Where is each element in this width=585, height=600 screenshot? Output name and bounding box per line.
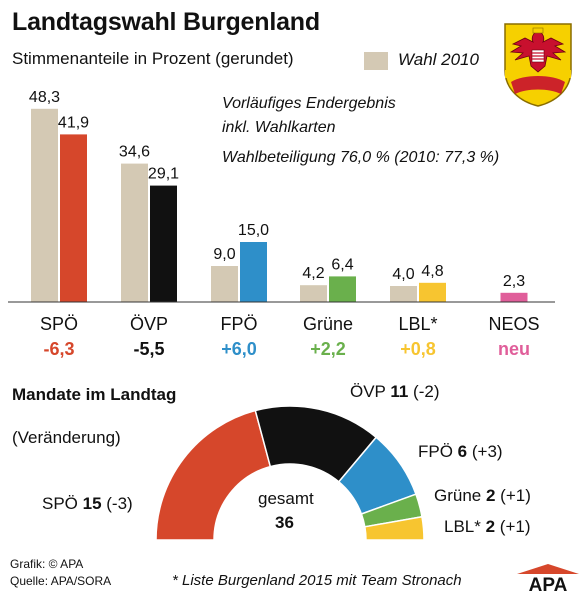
bar-2015-övp — [150, 185, 177, 302]
category-label: FPÖ — [220, 314, 257, 334]
seat-count: 2 — [485, 517, 496, 536]
seat-party-name: ÖVP — [350, 382, 391, 401]
bar-value-label: 2,3 — [503, 273, 525, 290]
bar-2015-neos — [500, 292, 528, 302]
category-label: ÖVP — [130, 314, 168, 334]
note-postal-votes: inkl. Wahlkarten — [222, 119, 336, 136]
seat-change: (-3) — [101, 494, 133, 513]
bar-2015-lbl — [419, 282, 446, 302]
change-label: -6,3 — [43, 339, 74, 359]
change-label: +2,2 — [310, 339, 346, 359]
chart-title: Landtagswahl Burgenland — [12, 8, 320, 36]
seat-label-spö: SPÖ 15 (-3) — [42, 494, 133, 514]
seat-slice-lbl — [363, 515, 425, 541]
seat-change: (+1) — [495, 517, 531, 536]
legend-label-2010: Wahl 2010 — [398, 50, 479, 69]
seat-count: 2 — [485, 486, 496, 505]
bar-2010-övp — [121, 163, 148, 302]
seats-total-value: 36 — [275, 513, 294, 532]
seat-change: (+1) — [495, 486, 531, 505]
mandate-title: Mandate im Landtag — [12, 385, 177, 404]
seat-count: 11 — [390, 382, 409, 401]
seat-label-övp: ÖVP 11 (-2) — [350, 382, 439, 402]
bar-2010-fpö — [211, 266, 238, 302]
seat-label-grüne: Grüne 2 (+1) — [434, 486, 531, 506]
change-label: -5,5 — [133, 339, 164, 359]
bar-2010-grüne — [300, 285, 327, 302]
bar-value-label: 41,9 — [58, 114, 89, 131]
bar-value-label: 6,4 — [331, 256, 353, 273]
bar-2010-lbl — [390, 286, 417, 302]
legend-swatch-2010 — [364, 52, 388, 70]
change-label: +6,0 — [221, 339, 257, 359]
seat-party-name: FPÖ — [418, 442, 458, 461]
seat-label-fpö: FPÖ 6 (+3) — [418, 442, 503, 462]
seat-change: (-2) — [408, 382, 440, 401]
seat-party-name: LBL* — [444, 517, 486, 536]
category-label: NEOS — [488, 314, 539, 334]
credit-quelle: Quelle: APA/SORA — [10, 574, 112, 588]
mandate-subtitle: (Veränderung) — [12, 428, 121, 447]
bar-value-label: 4,8 — [421, 263, 443, 280]
bar-value-label: 34,6 — [119, 144, 150, 161]
chart-subtitle: Stimmenanteile in Prozent (gerundet) — [12, 49, 294, 68]
seat-slice-spö — [155, 409, 272, 541]
seat-semicircle — [155, 405, 425, 541]
credit-grafik: Grafik: © APA — [10, 557, 84, 571]
bar-value-label: 4,0 — [392, 266, 414, 283]
category-label: LBL* — [398, 314, 437, 334]
footnote-lbl: * Liste Burgenland 2015 mit Team Stronac… — [172, 572, 462, 589]
change-label: neu — [498, 339, 530, 359]
apa-logo: APA — [517, 564, 579, 593]
seat-count: 6 — [457, 442, 468, 461]
bars-group: 48,3 41,9 SPÖ -6,3 34,6 29,1 ÖVP -5,5 9,015,0 FPÖ… — [29, 89, 540, 359]
seats-total-label: gesamt — [258, 489, 314, 508]
note-preliminary: Vorläufiges Endergebnis — [222, 95, 396, 112]
bar-2015-grüne — [329, 276, 356, 302]
seat-count: 15 — [82, 494, 102, 513]
seat-party-name: Grüne — [434, 486, 486, 505]
bar-value-label: 4,2 — [302, 265, 324, 282]
seat-label-lbl: LBL* 2 (+1) — [444, 517, 531, 537]
bar-2010-spö — [31, 108, 58, 302]
bar-value-label: 15,0 — [238, 222, 269, 239]
bar-value-label: 9,0 — [213, 246, 235, 263]
bar-2015-fpö — [240, 242, 267, 302]
category-label: Grüne — [303, 314, 353, 334]
bar-value-label: 48,3 — [29, 89, 60, 106]
apa-logo-text: APA — [529, 575, 568, 593]
category-label: SPÖ — [40, 314, 78, 334]
burgenland-coat-of-arms-icon — [504, 23, 572, 107]
seat-change: (+3) — [467, 442, 503, 461]
seat-party-name: SPÖ — [42, 494, 83, 513]
bar-2015-spö — [60, 134, 87, 302]
change-label: +0,8 — [400, 339, 436, 359]
bar-value-label: 29,1 — [148, 166, 179, 183]
note-turnout: Wahlbeteiligung 76,0 % (2010: 77,3 %) — [222, 149, 500, 166]
